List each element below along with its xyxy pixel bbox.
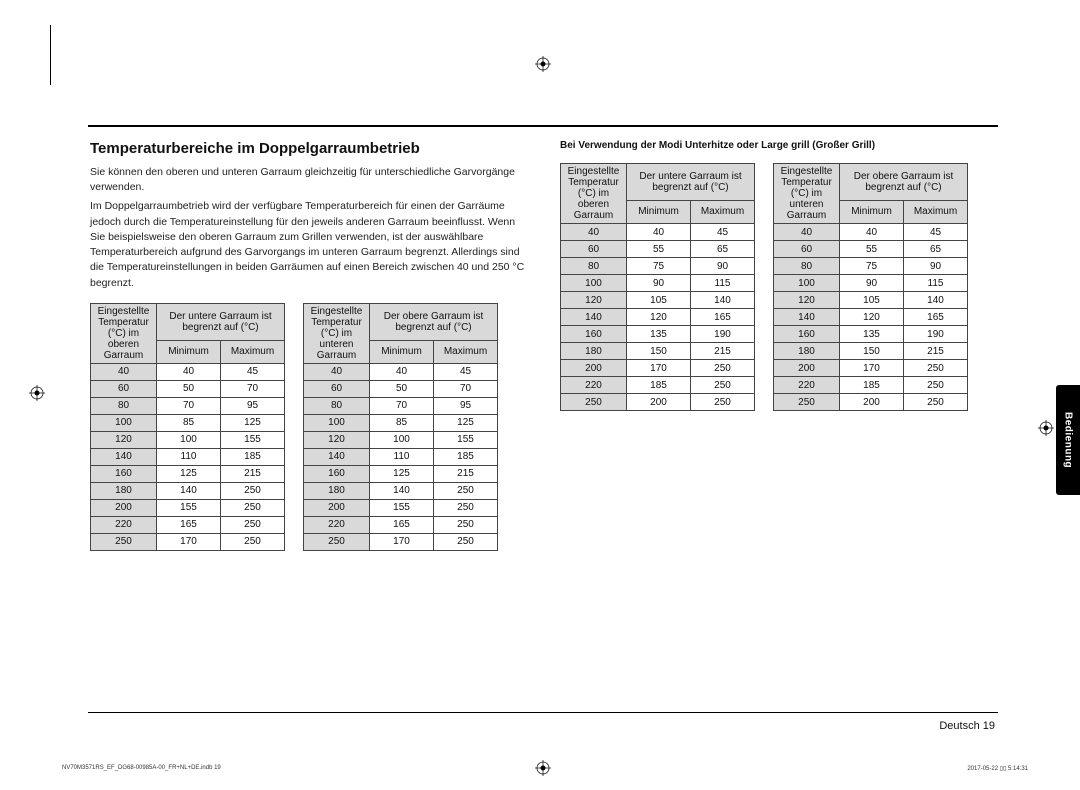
footer-filename: NV70M3571RS_EF_DG68-00985A-00_FR+NL+DE.i… (62, 765, 221, 771)
paragraph: Sie können den oberen und unteren Garrau… (90, 165, 530, 195)
registration-mark-icon (535, 760, 551, 776)
paragraph: Im Doppelgarraumbetrieb wird der verfügb… (90, 199, 530, 290)
registration-mark-icon (29, 385, 45, 401)
left-column: Temperaturbereiche im Doppelgarraumbetri… (90, 140, 530, 551)
page-content: Temperaturbereiche im Doppelgarraumbetri… (60, 40, 1030, 750)
mode-note: Bei Verwendung der Modi Unterhitze oder … (560, 140, 1000, 151)
temp-table-a: EingestellteTemperatur(°C) imoberenGarra… (90, 303, 285, 551)
page-footer-lang: Deutsch 19 (939, 720, 995, 732)
temp-table-d: EingestellteTemperatur(°C) imunterenGarr… (773, 163, 968, 411)
registration-mark-icon (1038, 420, 1054, 436)
side-tab: Bedienung (1056, 385, 1080, 495)
rule-bottom (88, 712, 998, 713)
temp-table-c: EingestellteTemperatur(°C) imoberenGarra… (560, 163, 755, 411)
footer-timestamp: 2017-05-22 ▯▯ 5:14:31 (967, 765, 1028, 772)
section-heading: Temperaturbereiche im Doppelgarraumbetri… (90, 140, 530, 157)
right-column: Bei Verwendung der Modi Unterhitze oder … (560, 140, 1000, 551)
temp-table-b: EingestellteTemperatur(°C) imunterenGarr… (303, 303, 498, 551)
crop-mark (50, 25, 51, 85)
